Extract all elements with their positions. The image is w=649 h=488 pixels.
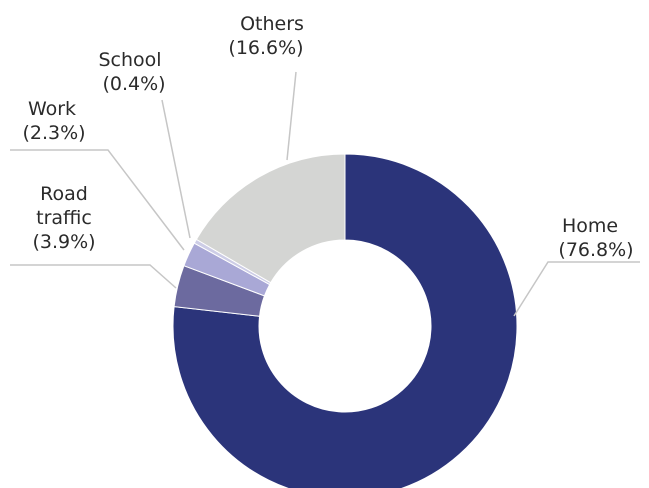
leader-line-home (513, 261, 640, 317)
value-label-others: (16.6%) (228, 37, 303, 59)
leader-line-others (286, 71, 297, 161)
leader-line-work (10, 149, 185, 251)
name-label-school-0: School (98, 49, 161, 71)
name-label-work-0: Work (28, 98, 76, 120)
name-label-road-traffic-1: traffic (36, 207, 92, 229)
name-label-others-0: Others (240, 13, 304, 35)
slice-home (172, 153, 518, 488)
value-label-home: (76.8%) (558, 239, 633, 261)
slice-others (195, 153, 346, 284)
name-label-home-0: Home (562, 215, 618, 237)
value-label-work: (2.3%) (22, 122, 85, 144)
value-label-road-traffic: (3.9%) (32, 231, 95, 253)
value-label-school: (0.4%) (102, 73, 165, 95)
name-label-road-traffic-0: Road (40, 183, 88, 205)
leader-line-road-traffic (10, 264, 177, 289)
leader-line-school (161, 99, 191, 239)
donut-slices (172, 153, 518, 488)
leader-lines (10, 71, 640, 317)
